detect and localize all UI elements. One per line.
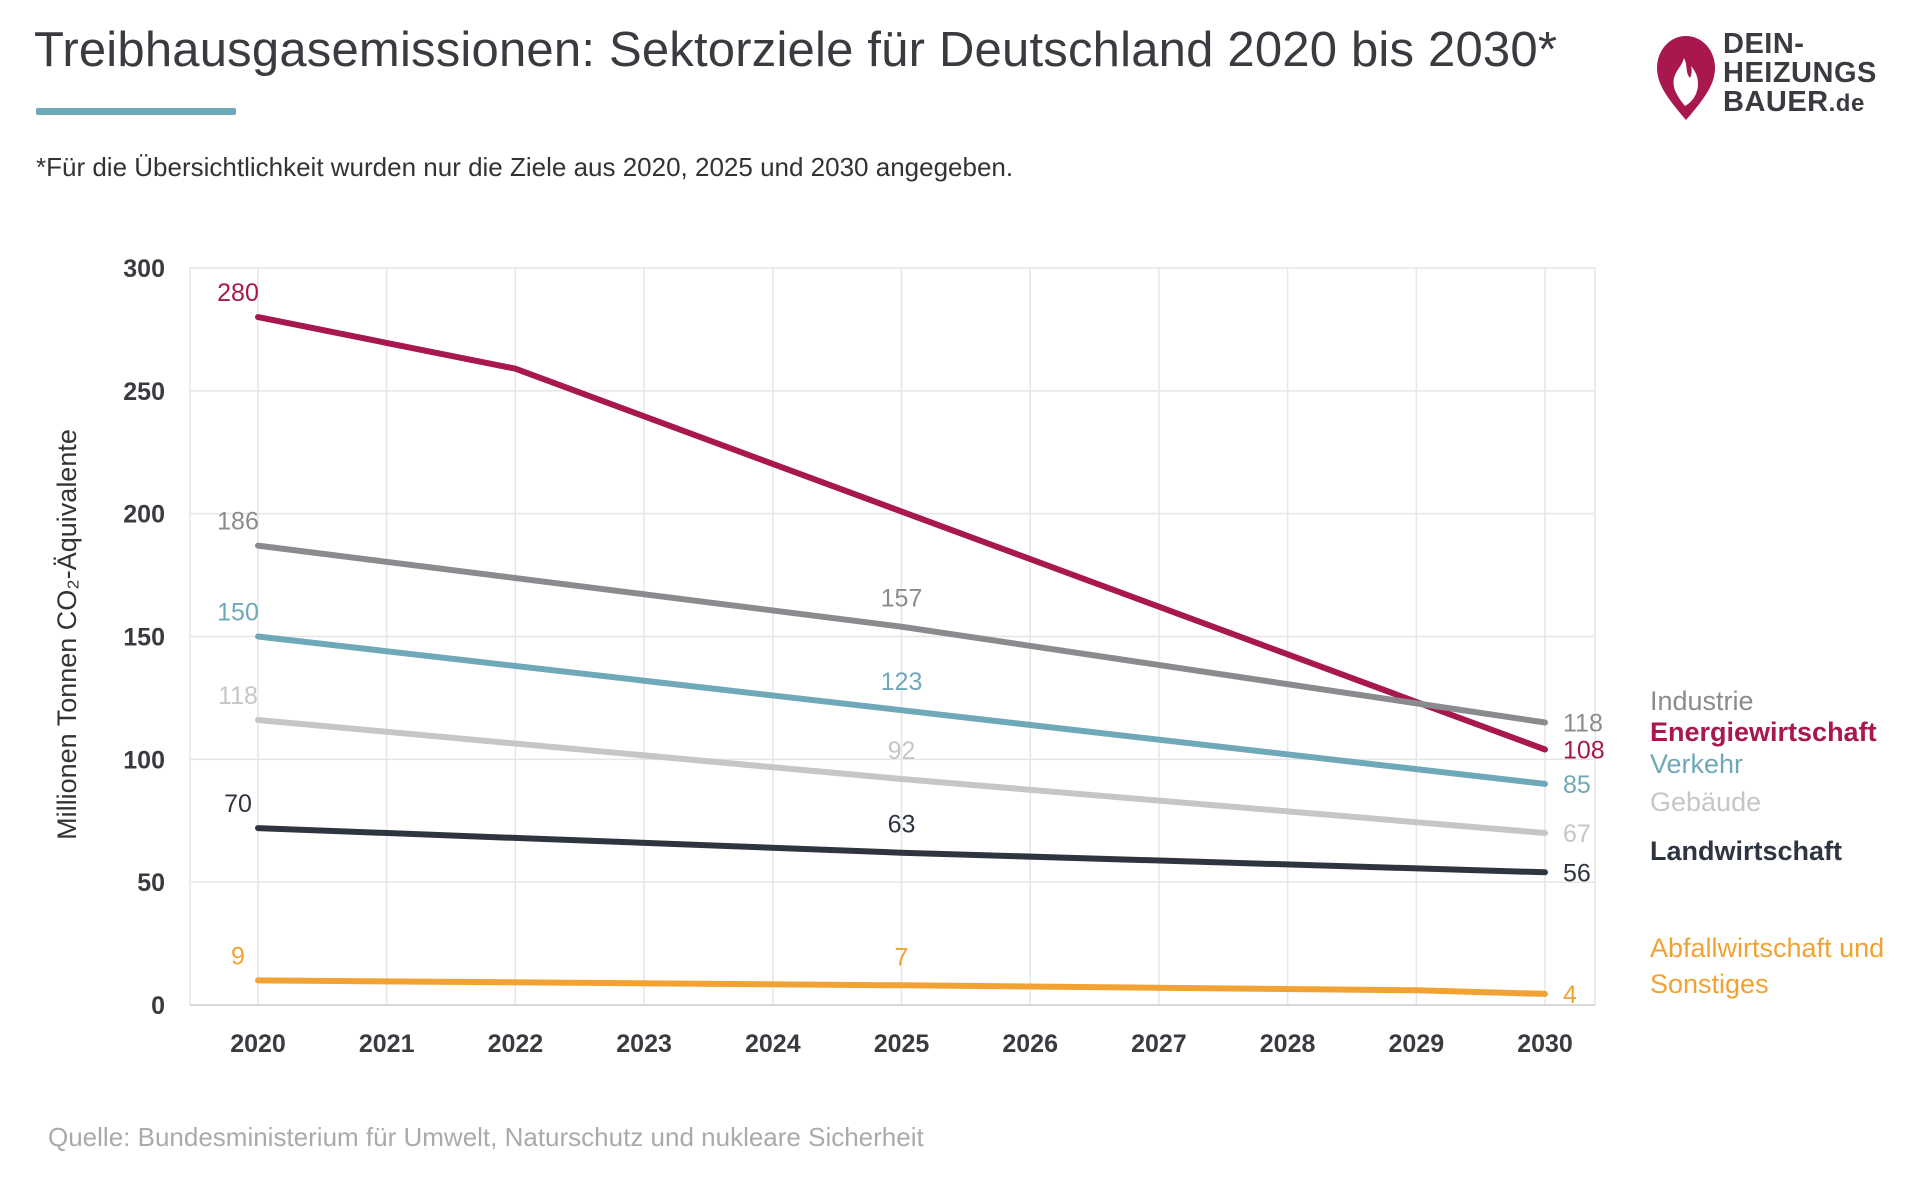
brand-logo[interactable]: DEIN- HEIZUNGS BAUER.de — [1655, 28, 1895, 124]
y-tick-label-200: 200 — [123, 501, 165, 529]
footnote-subtitle: *Für die Übersichtlichkeit wurden nur di… — [36, 152, 1014, 182]
source-note: Quelle: Bundesministerium für Umwelt, Na… — [48, 1122, 924, 1152]
title-underline — [36, 108, 236, 115]
x-tick-label-2028: 2028 — [1260, 1030, 1316, 1058]
data-label-landwirtschaft-2030: 56 — [1563, 859, 1591, 887]
x-tick-label-2025: 2025 — [874, 1030, 930, 1058]
x-tick-label-2029: 2029 — [1388, 1030, 1444, 1058]
data-label-geb-ude-2020: 118 — [218, 682, 258, 710]
data-label-geb-ude-2030: 67 — [1563, 820, 1591, 848]
data-label-geb-ude-2025: 92 — [888, 737, 916, 765]
logo-line-3: BAUER — [1723, 86, 1829, 118]
logo-line-1: DEIN- — [1723, 28, 1805, 60]
data-label-verkehr-2025: 123 — [881, 668, 923, 696]
data-label-industrie-2030: 118 — [1563, 709, 1603, 737]
series-line-energiewirtschaft — [255, 314, 1548, 753]
series-line-landwirtschaft — [255, 825, 1548, 876]
data-label-verkehr-2030: 85 — [1563, 771, 1591, 799]
legend-entry-0: Industrie — [1650, 686, 1754, 716]
x-tick-label-2020: 2020 — [230, 1030, 286, 1058]
legend-entry-6: Sonstiges — [1650, 969, 1769, 999]
data-label-industrie-2020: 186 — [217, 508, 259, 536]
x-tick-label-2024: 2024 — [745, 1030, 801, 1058]
data-label-abfallwirtschaft-und-sonstiges-2020: 9 — [231, 942, 245, 970]
logo-line-2: HEIZUNGS — [1723, 57, 1877, 89]
legend-entry-1: Energiewirtschaft — [1650, 717, 1877, 747]
logo-suffix: .de — [1828, 90, 1865, 117]
x-tick-label-2021: 2021 — [359, 1030, 415, 1058]
flame-drop-icon — [1657, 36, 1715, 120]
y-tick-label-50: 50 — [137, 869, 165, 897]
data-label-industrie-2025: 157 — [881, 585, 923, 613]
y-tick-label-150: 150 — [123, 624, 165, 652]
data-label-verkehr-2020: 150 — [217, 599, 259, 627]
data-label-landwirtschaft-2020: 70 — [224, 790, 252, 818]
legend-entry-3: Gebäude — [1650, 787, 1761, 817]
data-label-abfallwirtschaft-und-sonstiges-2025: 7 — [895, 943, 909, 971]
x-tick-label-2022: 2022 — [488, 1030, 544, 1058]
series-line-industrie — [255, 542, 1548, 726]
data-label-abfallwirtschaft-und-sonstiges-2030: 4 — [1563, 981, 1577, 1009]
x-tick-label-2023: 2023 — [616, 1030, 672, 1058]
y-tick-label-0: 0 — [151, 992, 165, 1020]
legend-entry-2: Verkehr — [1650, 749, 1743, 779]
y-tick-label-100: 100 — [123, 746, 165, 774]
series-line-verkehr — [255, 633, 1548, 787]
logo-wordmark: DEIN- HEIZUNGS BAUER.de — [1723, 30, 1877, 118]
x-tick-label-2026: 2026 — [1002, 1030, 1058, 1058]
legend-entry-5: Abfallwirtschaft und — [1650, 933, 1884, 963]
y-axis-label: Millionen Tonnen CO₂-Äquivalente — [52, 429, 82, 840]
data-label-landwirtschaft-2025: 63 — [888, 811, 916, 839]
series-line-geb-ude — [255, 717, 1548, 836]
page-title: Treibhausgasemissionen: Sektorziele für … — [34, 23, 1558, 77]
x-tick-label-2030: 2030 — [1517, 1030, 1573, 1058]
data-label-energiewirtschaft-2020: 280 — [217, 279, 259, 307]
series-line-abfallwirtschaft-und-sonstiges — [255, 977, 1548, 997]
x-tick-label-2027: 2027 — [1131, 1030, 1187, 1058]
legend-entry-4: Landwirtschaft — [1650, 836, 1842, 866]
data-label-energiewirtschaft-2030: 108 — [1563, 737, 1605, 765]
y-tick-label-300: 300 — [123, 255, 165, 283]
y-tick-label-250: 250 — [123, 378, 165, 406]
